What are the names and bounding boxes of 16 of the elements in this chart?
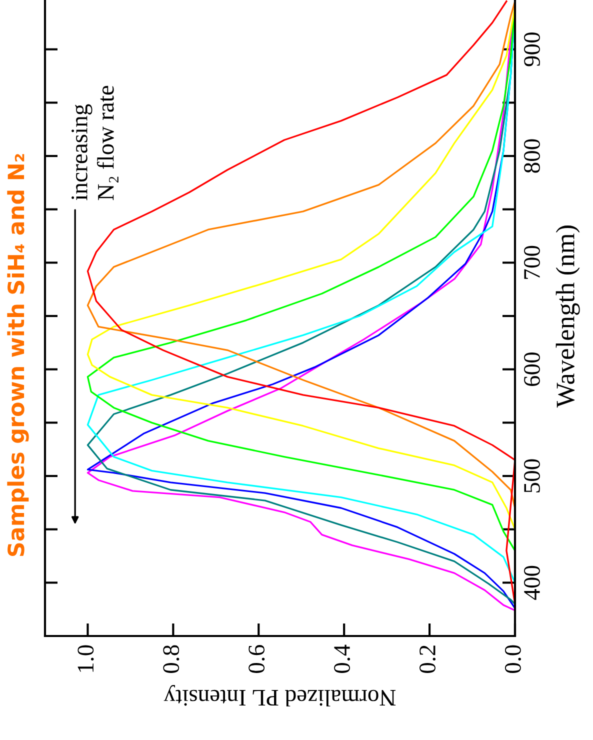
y-tick-label: 400 [524,566,540,600]
y-tick-label: 700 [524,246,540,279]
x-tick-label: 0.0 [504,645,522,673]
annotation: increasing N₂ flow rate [72,86,118,200]
x-tick-label: 0.2 [420,646,436,673]
y-tick-label: 500 [524,459,540,492]
x-tick-label: 0.6 [248,645,265,673]
x-tick-label: 0.8 [163,645,180,673]
x-tick-label: 1.0 [78,645,94,672]
y-axis-title: Wavelength (nm) [556,226,580,408]
x-tick-label: 0.4 [334,644,350,673]
y-tick-label: 900 [524,32,540,66]
x-axis-title: Normalized PL Intensity [164,684,396,706]
y-tick-label: 600 [524,352,540,386]
y-tick-label: 800 [524,139,540,173]
text: Samples grown with SiH₄ and N₂ [7,154,29,556]
